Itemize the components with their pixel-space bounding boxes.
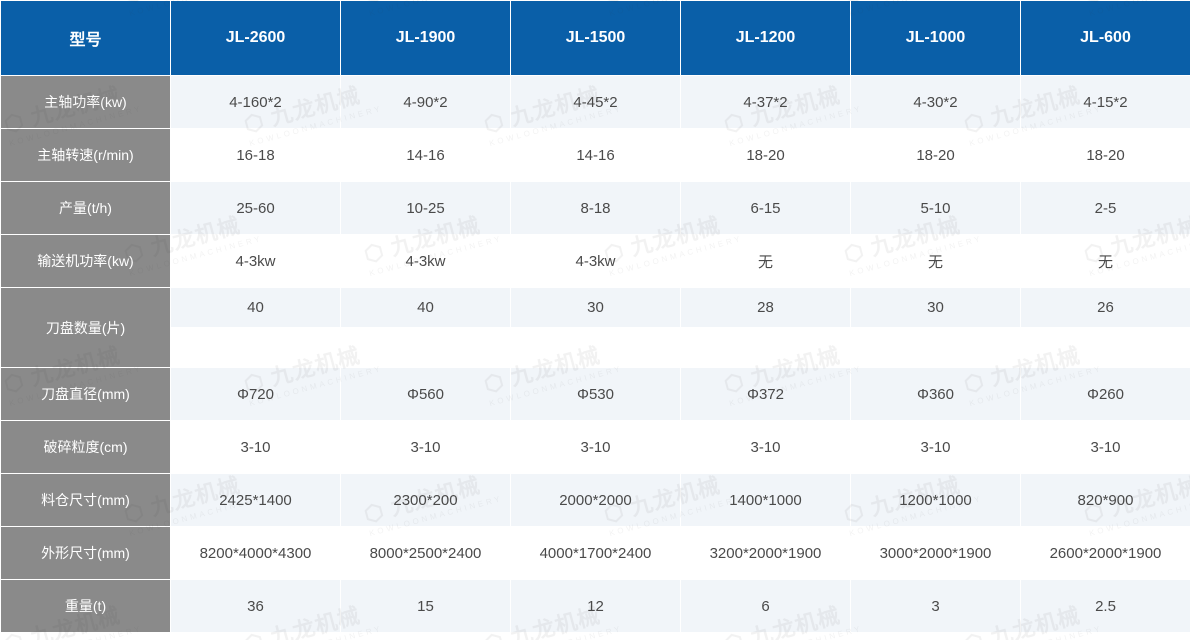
table-row: 重量(t)361512632.5 xyxy=(1,580,1190,633)
cell: Φ360 xyxy=(851,368,1021,421)
cell: 25-60 xyxy=(171,182,341,235)
table-row-note: 物料不同，刀牙与刀片数量不同，可定做 xyxy=(1,328,1190,368)
table-row: 主轴功率(kw)4-160*24-90*24-45*24-37*24-30*24… xyxy=(1,76,1190,129)
cell: 3 xyxy=(851,580,1021,633)
col-header-3: JL-1500 xyxy=(511,1,681,76)
table-row: 外形尺寸(mm)8200*4000*43008000*2500*24004000… xyxy=(1,527,1190,580)
row-label: 主轴转速(r/min) xyxy=(1,129,171,182)
cell: 4-3kw xyxy=(171,235,341,288)
cell: 4000*1700*2400 xyxy=(511,527,681,580)
cell: 14-16 xyxy=(511,129,681,182)
table-row: 破碎粒度(cm)3-103-103-103-103-103-10 xyxy=(1,421,1190,474)
row-label: 刀盘数量(片) xyxy=(1,288,171,368)
cell: 4-37*2 xyxy=(681,76,851,129)
table-row: 产量(t/h)25-6010-258-186-155-102-5 xyxy=(1,182,1190,235)
cell: 4-3kw xyxy=(511,235,681,288)
cell: 2300*200 xyxy=(341,474,511,527)
cell: 16-18 xyxy=(171,129,341,182)
cell: 15 xyxy=(341,580,511,633)
cell: 3200*2000*1900 xyxy=(681,527,851,580)
cell: 4-30*2 xyxy=(851,76,1021,129)
cell: 28 xyxy=(681,288,851,328)
cell: 3-10 xyxy=(171,421,341,474)
col-header-5: JL-1000 xyxy=(851,1,1021,76)
col-header-0: 型号 xyxy=(1,1,171,76)
cell: 8000*2500*2400 xyxy=(341,527,511,580)
col-header-4: JL-1200 xyxy=(681,1,851,76)
cell: 2425*1400 xyxy=(171,474,341,527)
cell: 3-10 xyxy=(681,421,851,474)
cell: Φ720 xyxy=(171,368,341,421)
row-label: 破碎粒度(cm) xyxy=(1,421,171,474)
cell: 30 xyxy=(511,288,681,328)
cell: Φ372 xyxy=(681,368,851,421)
cell: 26 xyxy=(1021,288,1190,328)
cell: 2.5 xyxy=(1021,580,1190,633)
cell: 6-15 xyxy=(681,182,851,235)
cell: 3-10 xyxy=(851,421,1021,474)
table-row: 料仓尺寸(mm)2425*14002300*2002000*20001400*1… xyxy=(1,474,1190,527)
header-row: 型号 JL-2600 JL-1900 JL-1500 JL-1200 JL-10… xyxy=(1,1,1190,76)
table-row: 刀盘数量(片)404030283026 xyxy=(1,288,1190,328)
cell: 无 xyxy=(1021,235,1190,288)
cell: 36 xyxy=(171,580,341,633)
cell: 4-160*2 xyxy=(171,76,341,129)
cell: 30 xyxy=(851,288,1021,328)
row-label: 刀盘直径(mm) xyxy=(1,368,171,421)
cell: 40 xyxy=(171,288,341,328)
cell: 1200*1000 xyxy=(851,474,1021,527)
table-row: 主轴转速(r/min)16-1814-1614-1618-2018-2018-2… xyxy=(1,129,1190,182)
cell: 4-15*2 xyxy=(1021,76,1190,129)
cell: 4-3kw xyxy=(341,235,511,288)
cell: Φ530 xyxy=(511,368,681,421)
cell: 6 xyxy=(681,580,851,633)
row-label: 外形尺寸(mm) xyxy=(1,527,171,580)
cell: 2000*2000 xyxy=(511,474,681,527)
cell: 10-25 xyxy=(341,182,511,235)
table-row: 输送机功率(kw)4-3kw4-3kw4-3kw无无无 xyxy=(1,235,1190,288)
cell: 2-5 xyxy=(1021,182,1190,235)
merged-note-cell: 物料不同，刀牙与刀片数量不同，可定做 xyxy=(171,328,1190,368)
row-label: 主轴功率(kw) xyxy=(1,76,171,129)
cell: Φ260 xyxy=(1021,368,1190,421)
cell: 4-90*2 xyxy=(341,76,511,129)
col-header-6: JL-600 xyxy=(1021,1,1190,76)
row-label: 重量(t) xyxy=(1,580,171,633)
cell: 18-20 xyxy=(851,129,1021,182)
cell: 14-16 xyxy=(341,129,511,182)
cell: 无 xyxy=(851,235,1021,288)
cell: 3-10 xyxy=(1021,421,1190,474)
cell: 3-10 xyxy=(511,421,681,474)
cell: 820*900 xyxy=(1021,474,1190,527)
cell: 8200*4000*4300 xyxy=(171,527,341,580)
table-row: 刀盘直径(mm)Φ720Φ560Φ530Φ372Φ360Φ260 xyxy=(1,368,1190,421)
row-label: 输送机功率(kw) xyxy=(1,235,171,288)
cell: 3-10 xyxy=(341,421,511,474)
col-header-2: JL-1900 xyxy=(341,1,511,76)
cell: 1400*1000 xyxy=(681,474,851,527)
cell: Φ560 xyxy=(341,368,511,421)
cell: 40 xyxy=(341,288,511,328)
cell: 18-20 xyxy=(1021,129,1190,182)
spec-table: 型号 JL-2600 JL-1900 JL-1500 JL-1200 JL-10… xyxy=(0,0,1190,633)
cell: 18-20 xyxy=(681,129,851,182)
cell: 12 xyxy=(511,580,681,633)
row-label: 产量(t/h) xyxy=(1,182,171,235)
cell: 4-45*2 xyxy=(511,76,681,129)
row-label: 料仓尺寸(mm) xyxy=(1,474,171,527)
col-header-1: JL-2600 xyxy=(171,1,341,76)
cell: 3000*2000*1900 xyxy=(851,527,1021,580)
cell: 8-18 xyxy=(511,182,681,235)
cell: 5-10 xyxy=(851,182,1021,235)
cell: 2600*2000*1900 xyxy=(1021,527,1190,580)
cell: 无 xyxy=(681,235,851,288)
